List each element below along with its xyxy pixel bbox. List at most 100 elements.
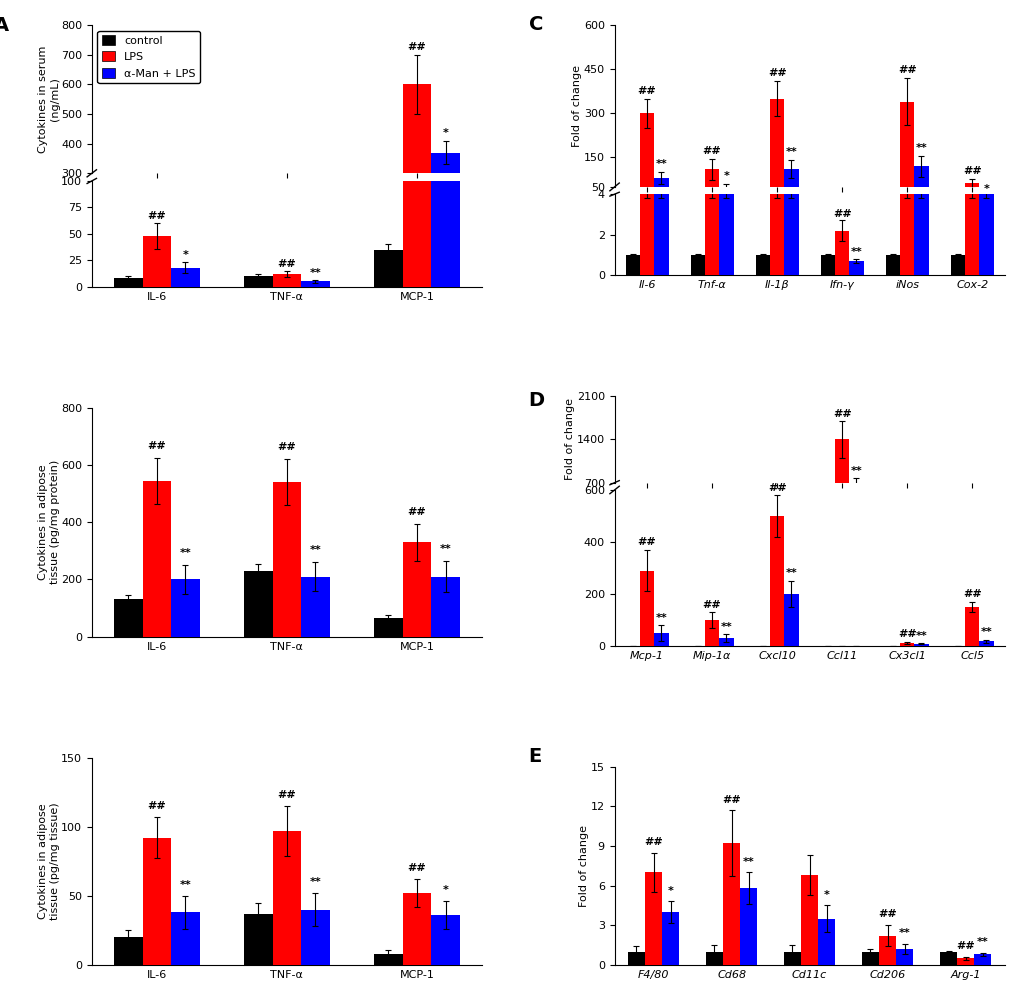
- Text: **: **: [979, 627, 991, 637]
- Text: ##: ##: [644, 837, 662, 847]
- Bar: [301, 281, 329, 286]
- Bar: [403, 0, 431, 286]
- Bar: [272, 274, 301, 286]
- Text: **: **: [179, 879, 192, 889]
- Bar: [403, 543, 431, 637]
- Bar: [956, 958, 973, 965]
- Bar: [800, 875, 817, 965]
- Bar: [835, 230, 849, 275]
- Bar: [143, 236, 171, 286]
- Bar: [171, 580, 200, 637]
- Bar: [899, 194, 913, 275]
- Bar: [940, 952, 956, 965]
- Bar: [718, 194, 733, 275]
- Text: **: **: [785, 569, 797, 578]
- Bar: [639, 571, 653, 646]
- Bar: [653, 633, 667, 646]
- Bar: [653, 178, 667, 202]
- Bar: [964, 194, 978, 275]
- Text: **: **: [785, 148, 797, 158]
- Bar: [171, 913, 200, 965]
- Y-axis label: Fold of change: Fold of change: [572, 65, 582, 147]
- Bar: [769, 516, 784, 646]
- Bar: [431, 153, 460, 262]
- Text: ##: ##: [897, 629, 916, 639]
- Bar: [653, 194, 667, 275]
- Text: **: **: [915, 631, 926, 641]
- Y-axis label: Fold of change: Fold of change: [565, 398, 575, 480]
- Text: *: *: [823, 889, 828, 899]
- Bar: [143, 480, 171, 637]
- Text: **: **: [310, 546, 321, 556]
- Y-axis label: Cytokines in adipose
tissue (pg/mg protein): Cytokines in adipose tissue (pg/mg prote…: [38, 460, 59, 584]
- Bar: [878, 936, 896, 965]
- Bar: [978, 641, 993, 646]
- Bar: [884, 255, 899, 275]
- Text: ##: ##: [832, 209, 851, 219]
- Bar: [861, 952, 878, 965]
- Bar: [820, 255, 835, 275]
- Text: **: **: [742, 856, 754, 866]
- Y-axis label: Cytokines in adipose
tissue (pg/mg tissue): Cytokines in adipose tissue (pg/mg tissu…: [38, 802, 60, 920]
- Text: **: **: [655, 159, 666, 169]
- Text: **: **: [719, 622, 732, 632]
- Text: *: *: [982, 184, 988, 194]
- Bar: [769, 98, 784, 202]
- Bar: [817, 919, 835, 965]
- Text: D: D: [528, 391, 544, 410]
- Y-axis label: Fold of change: Fold of change: [579, 825, 589, 907]
- Bar: [784, 194, 798, 275]
- Bar: [964, 183, 978, 202]
- Bar: [690, 255, 704, 275]
- Bar: [784, 594, 798, 646]
- Bar: [301, 577, 329, 637]
- Bar: [301, 910, 329, 965]
- Bar: [913, 166, 927, 202]
- Bar: [114, 278, 143, 286]
- Bar: [244, 914, 272, 965]
- Bar: [704, 169, 718, 202]
- Text: *: *: [442, 129, 448, 139]
- Text: *: *: [182, 250, 189, 260]
- Bar: [740, 888, 757, 965]
- Y-axis label: Cytokines in serum
(ng/mL): Cytokines in serum (ng/mL): [38, 45, 59, 153]
- Text: ##: ##: [277, 442, 296, 452]
- Bar: [913, 194, 927, 275]
- Bar: [171, 267, 200, 286]
- Bar: [849, 484, 863, 526]
- Text: ##: ##: [148, 801, 166, 811]
- Text: **: **: [976, 937, 987, 947]
- Bar: [896, 949, 913, 965]
- Bar: [431, 0, 460, 286]
- Bar: [374, 250, 403, 286]
- Bar: [964, 607, 978, 646]
- Text: ##: ##: [962, 166, 980, 176]
- Text: E: E: [528, 747, 541, 766]
- Bar: [114, 938, 143, 965]
- Text: ##: ##: [277, 259, 296, 268]
- Text: ##: ##: [962, 589, 980, 599]
- Bar: [143, 838, 171, 965]
- Text: ##: ##: [897, 65, 916, 75]
- Text: *: *: [722, 171, 729, 181]
- Text: ##: ##: [637, 85, 656, 95]
- Text: ##: ##: [702, 600, 720, 610]
- Text: **: **: [310, 267, 321, 277]
- Bar: [431, 916, 460, 965]
- Text: ##: ##: [277, 790, 296, 800]
- Bar: [639, 114, 653, 202]
- Bar: [639, 194, 653, 275]
- Bar: [718, 638, 733, 646]
- Bar: [913, 644, 927, 646]
- Text: *: *: [442, 885, 448, 895]
- Bar: [374, 252, 403, 262]
- Text: ##: ##: [832, 409, 851, 419]
- Text: **: **: [850, 247, 861, 257]
- Bar: [644, 872, 661, 965]
- Bar: [661, 912, 679, 965]
- Bar: [722, 843, 740, 965]
- Bar: [244, 276, 272, 286]
- Bar: [849, 261, 863, 275]
- Text: **: **: [655, 613, 666, 622]
- Text: **: **: [439, 544, 451, 554]
